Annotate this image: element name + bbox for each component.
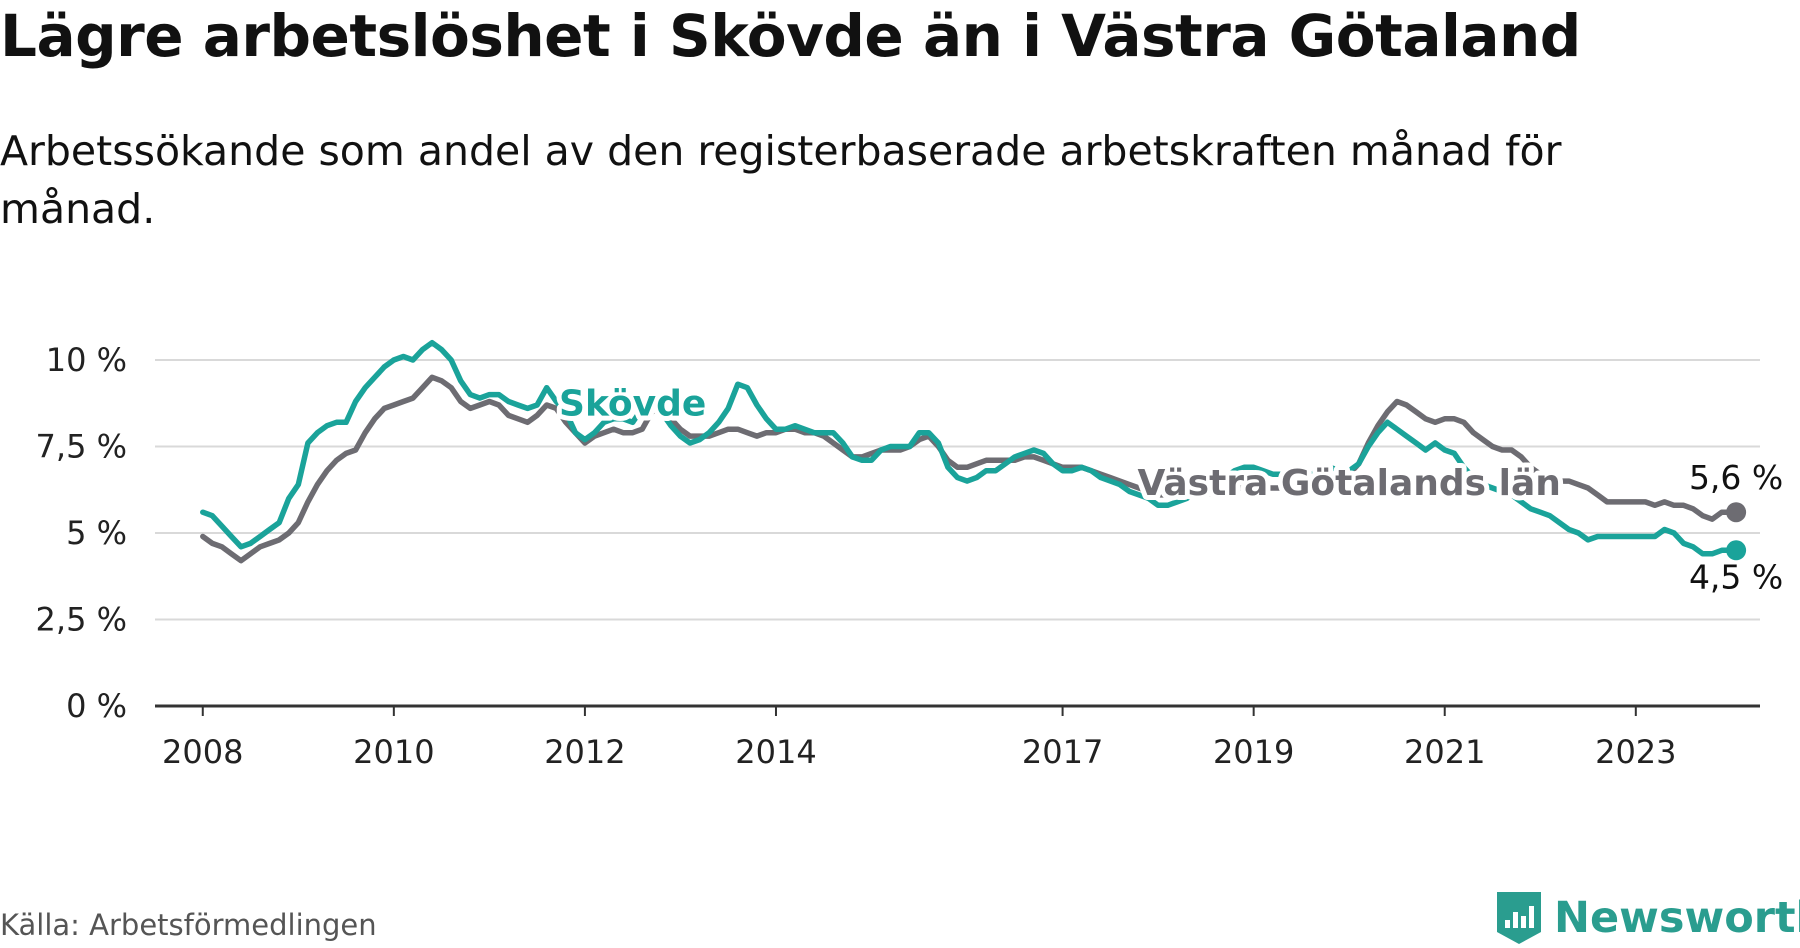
x-tick-label: 2021 <box>1404 733 1485 771</box>
skovde-end-label: 4,5 % <box>1689 557 1783 596</box>
y-tick-label: 0 % <box>66 687 127 725</box>
x-tick-label: 2008 <box>162 733 243 771</box>
vg-series-label: Västra Götalands län <box>1137 463 1560 504</box>
skovde-series-line <box>200 339 1739 557</box>
y-tick-label: 5 % <box>66 514 127 552</box>
vg-series-line <box>200 374 1739 564</box>
x-tick-label: 2019 <box>1213 733 1294 771</box>
skovde-end-point <box>1726 540 1747 561</box>
y-tick-label: 7,5 % <box>36 428 127 466</box>
y-tick-label: 10 % <box>46 341 127 379</box>
x-tick-label: 2010 <box>353 733 434 771</box>
x-tick-label: 2023 <box>1595 733 1676 771</box>
x-axis: 2008 2010 2012 2014 2017 2019 2021 2023 <box>162 706 1677 771</box>
skovde-series-label: Skövde <box>559 383 706 424</box>
vg-end-label: 5,6 % <box>1689 458 1783 497</box>
brand-name: Newsworthy <box>1554 893 1800 943</box>
x-tick-label: 2014 <box>735 733 816 771</box>
y-tick-label: 2,5 % <box>36 601 127 639</box>
y-axis: 0 % 2,5 % 5 % 7,5 % 10 % <box>36 341 127 725</box>
newsworthy-logo-icon <box>1497 892 1541 944</box>
x-tick-label: 2017 <box>1022 733 1103 771</box>
chart-subtitle: Arbetssökande som andel av den registerb… <box>0 127 1562 233</box>
series-lines <box>200 339 1747 564</box>
grid-lines <box>155 359 1760 708</box>
brand-logo: Newsworthy <box>1494 890 1800 946</box>
chart-title: Lägre arbetslöshet i Skövde än i Västra … <box>0 2 1581 70</box>
series-labels: Skövde Västra Götalands län 5,6 % 4,5 % <box>554 378 1787 600</box>
source-note: Källa: Arbetsförmedlingen <box>0 908 377 942</box>
x-tick-label: 2012 <box>544 733 625 771</box>
vg-end-point <box>1726 502 1747 523</box>
